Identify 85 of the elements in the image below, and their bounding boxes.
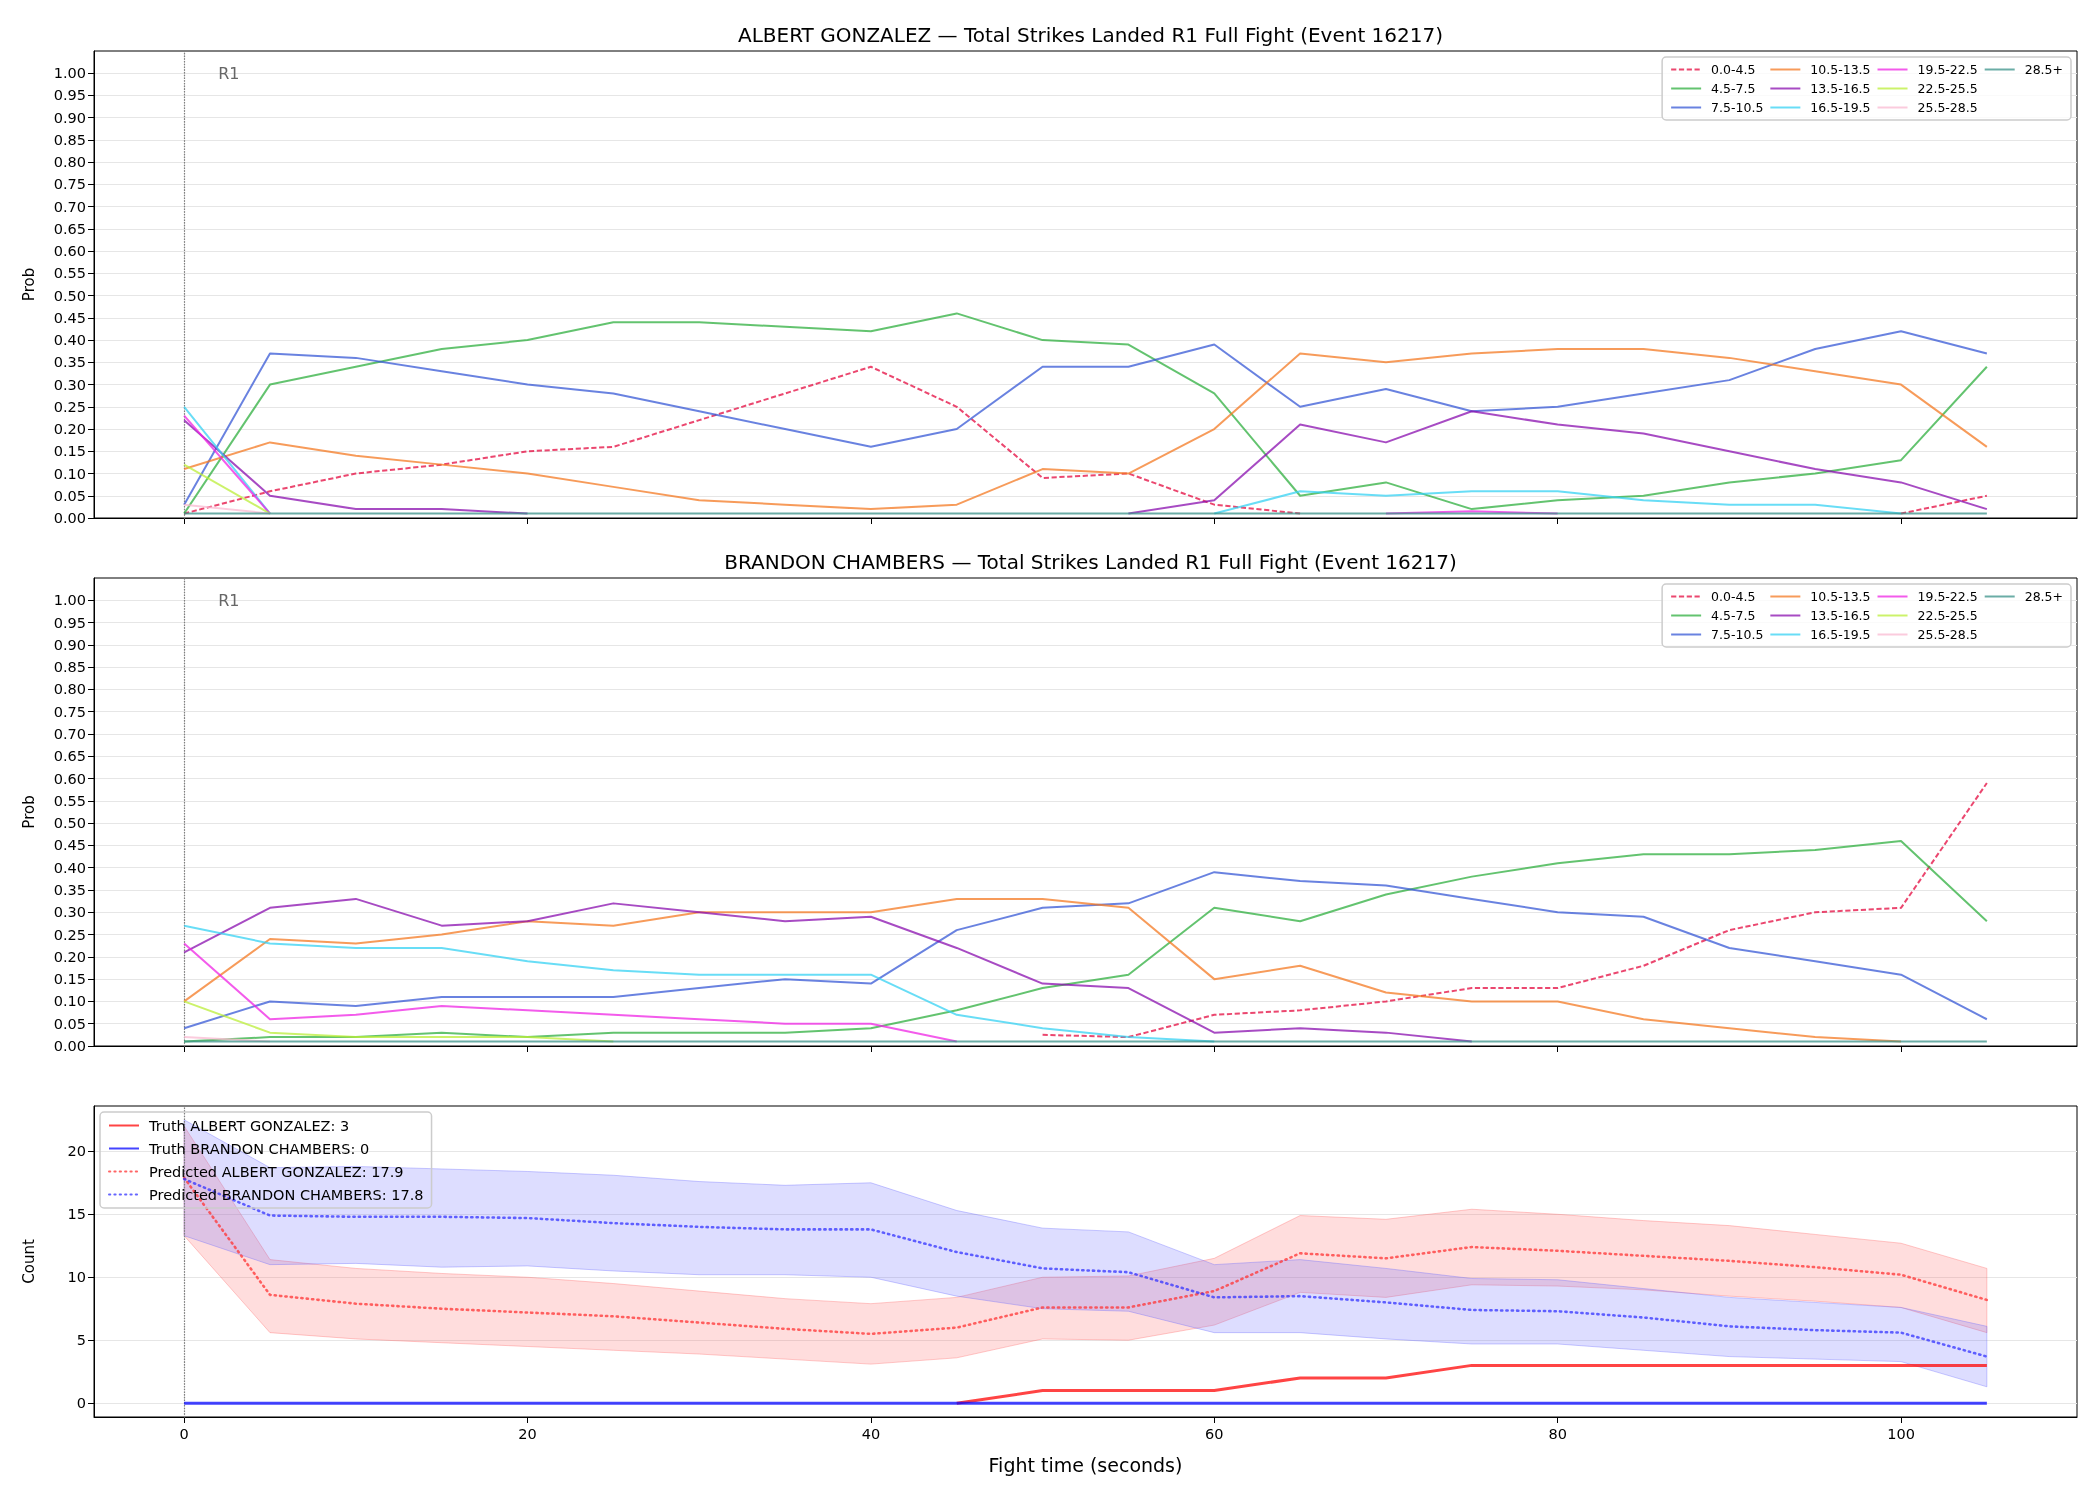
ref-line-label: R1 xyxy=(218,63,240,83)
y-tick-label: 0.35 xyxy=(53,354,86,371)
y-tick-label: 0.25 xyxy=(53,926,86,943)
x-tick-label: 20 xyxy=(518,1425,537,1442)
legend-label: 13.5-16.5 xyxy=(1810,81,1871,96)
y-tick-label: 0.50 xyxy=(53,287,86,304)
legend-label: 28.5+ xyxy=(2024,62,2064,77)
y-tick-label: 0.00 xyxy=(53,1038,86,1054)
legend-label: Truth BRANDON CHAMBERS: 0 xyxy=(148,1140,370,1157)
y-tick-label: 10 xyxy=(67,1269,86,1286)
y-tick-label: 0.20 xyxy=(53,421,86,438)
y-axis-title: Count xyxy=(19,1239,38,1284)
y-tick-label: 0.60 xyxy=(53,243,86,260)
y-tick-label: 0.65 xyxy=(53,220,86,237)
y-tick-label: 0.90 xyxy=(53,636,86,653)
y-tick-label: 0 xyxy=(76,1395,86,1412)
y-tick-label: 0.45 xyxy=(53,837,86,854)
legend-label: 19.5-22.5 xyxy=(1917,589,1978,604)
legend-label: 4.5-7.5 xyxy=(1711,81,1756,96)
y-tick-label: 0.95 xyxy=(53,614,86,631)
y-tick-label: 0.85 xyxy=(53,659,86,676)
x-tick-label: 0 xyxy=(179,1425,189,1442)
legend-label: Truth ALBERT GONZALEZ: 3 xyxy=(148,1117,350,1134)
y-tick-label: 0.70 xyxy=(53,726,86,742)
legend-label: 0.0-4.5 xyxy=(1711,62,1756,77)
y-tick-label: 0.05 xyxy=(53,1015,86,1032)
y-tick-label: 0.75 xyxy=(53,703,86,720)
y-axis-title: Prob xyxy=(19,267,38,302)
y-tick-label: 0.30 xyxy=(53,376,86,393)
y-tick-label: 0.40 xyxy=(53,859,86,876)
y-tick-label: 0.35 xyxy=(53,882,86,898)
legend-label: 22.5-25.5 xyxy=(1917,608,1978,623)
y-tick-label: 0.20 xyxy=(53,948,86,965)
y-tick-label: 0.10 xyxy=(53,465,86,482)
y-tick-label: 0.95 xyxy=(53,87,86,104)
y-tick-label: 0.85 xyxy=(53,131,86,148)
legend-label: 7.5-10.5 xyxy=(1711,627,1764,642)
legend-label: 13.5-16.5 xyxy=(1810,608,1871,623)
y-tick-label: 0.05 xyxy=(53,487,86,504)
x-tick-label: 100 xyxy=(1887,1425,1915,1442)
y-tick-label: 15 xyxy=(67,1206,86,1223)
ref-line-label: R1 xyxy=(218,590,240,610)
x-tick-label: 40 xyxy=(861,1425,881,1442)
y-tick-label: 0.60 xyxy=(53,770,86,787)
legend-label: 28.5+ xyxy=(2024,589,2064,604)
legend-label: 16.5-19.5 xyxy=(1810,100,1871,115)
y-tick-label: 0.15 xyxy=(53,971,86,988)
legend-label: 4.5-7.5 xyxy=(1711,608,1756,623)
legend-label: 16.5-19.5 xyxy=(1810,627,1871,642)
y-tick-label: 0.30 xyxy=(53,904,86,921)
y-tick-label: 0.50 xyxy=(53,815,86,832)
chart-title: ALBERT GONZALEZ — Total Strikes Landed R1 Full Fight (Event 16217) xyxy=(737,23,1444,47)
legend-label: 19.5-22.5 xyxy=(1917,62,1978,77)
chart-title: BRANDON CHAMBERS — Total Strikes Landed R1 Full Fight (Event 16217) xyxy=(724,550,1457,574)
legend-label: 10.5-13.5 xyxy=(1810,589,1871,604)
y-tick-label: 5 xyxy=(76,1332,86,1349)
legend-label: 0.0-4.5 xyxy=(1711,589,1756,604)
legend-label: Predicted BRANDON CHAMBERS: 17.8 xyxy=(149,1186,424,1203)
y-tick-label: 1.00 xyxy=(53,592,86,609)
legend-label: 25.5-28.5 xyxy=(1917,100,1978,115)
y-tick-label: 1.00 xyxy=(53,65,86,82)
y-tick-label: 0.45 xyxy=(53,309,86,326)
x-tick-label: 80 xyxy=(1548,1425,1567,1442)
y-tick-label: 0.00 xyxy=(53,510,86,526)
y-tick-label: 0.70 xyxy=(53,198,86,215)
y-axis-title: Prob xyxy=(19,795,38,829)
y-tick-label: 0.25 xyxy=(53,398,86,415)
legend-label: 22.5-25.5 xyxy=(1917,81,1978,96)
y-tick-label: 0.80 xyxy=(53,154,86,171)
legend-label: 7.5-10.5 xyxy=(1711,100,1764,115)
y-tick-label: 0.15 xyxy=(53,443,86,460)
legend-label: Predicted ALBERT GONZALEZ: 17.9 xyxy=(149,1163,404,1180)
y-tick-label: 0.75 xyxy=(53,176,86,193)
y-tick-label: 0.55 xyxy=(53,265,86,282)
y-tick-label: 0.65 xyxy=(53,748,86,765)
y-tick-label: 0.80 xyxy=(53,681,86,698)
y-tick-label: 0.90 xyxy=(53,109,86,126)
x-tick-label: 60 xyxy=(1205,1425,1224,1442)
y-tick-label: 0.10 xyxy=(53,993,86,1010)
legend-label: 10.5-13.5 xyxy=(1810,62,1871,77)
legend-label: 25.5-28.5 xyxy=(1917,627,1978,642)
y-tick-label: 0.55 xyxy=(53,792,86,809)
y-tick-label: 20 xyxy=(67,1143,86,1160)
x-axis-title: Fight time (seconds) xyxy=(988,1453,1183,1476)
y-tick-label: 0.40 xyxy=(53,332,86,349)
